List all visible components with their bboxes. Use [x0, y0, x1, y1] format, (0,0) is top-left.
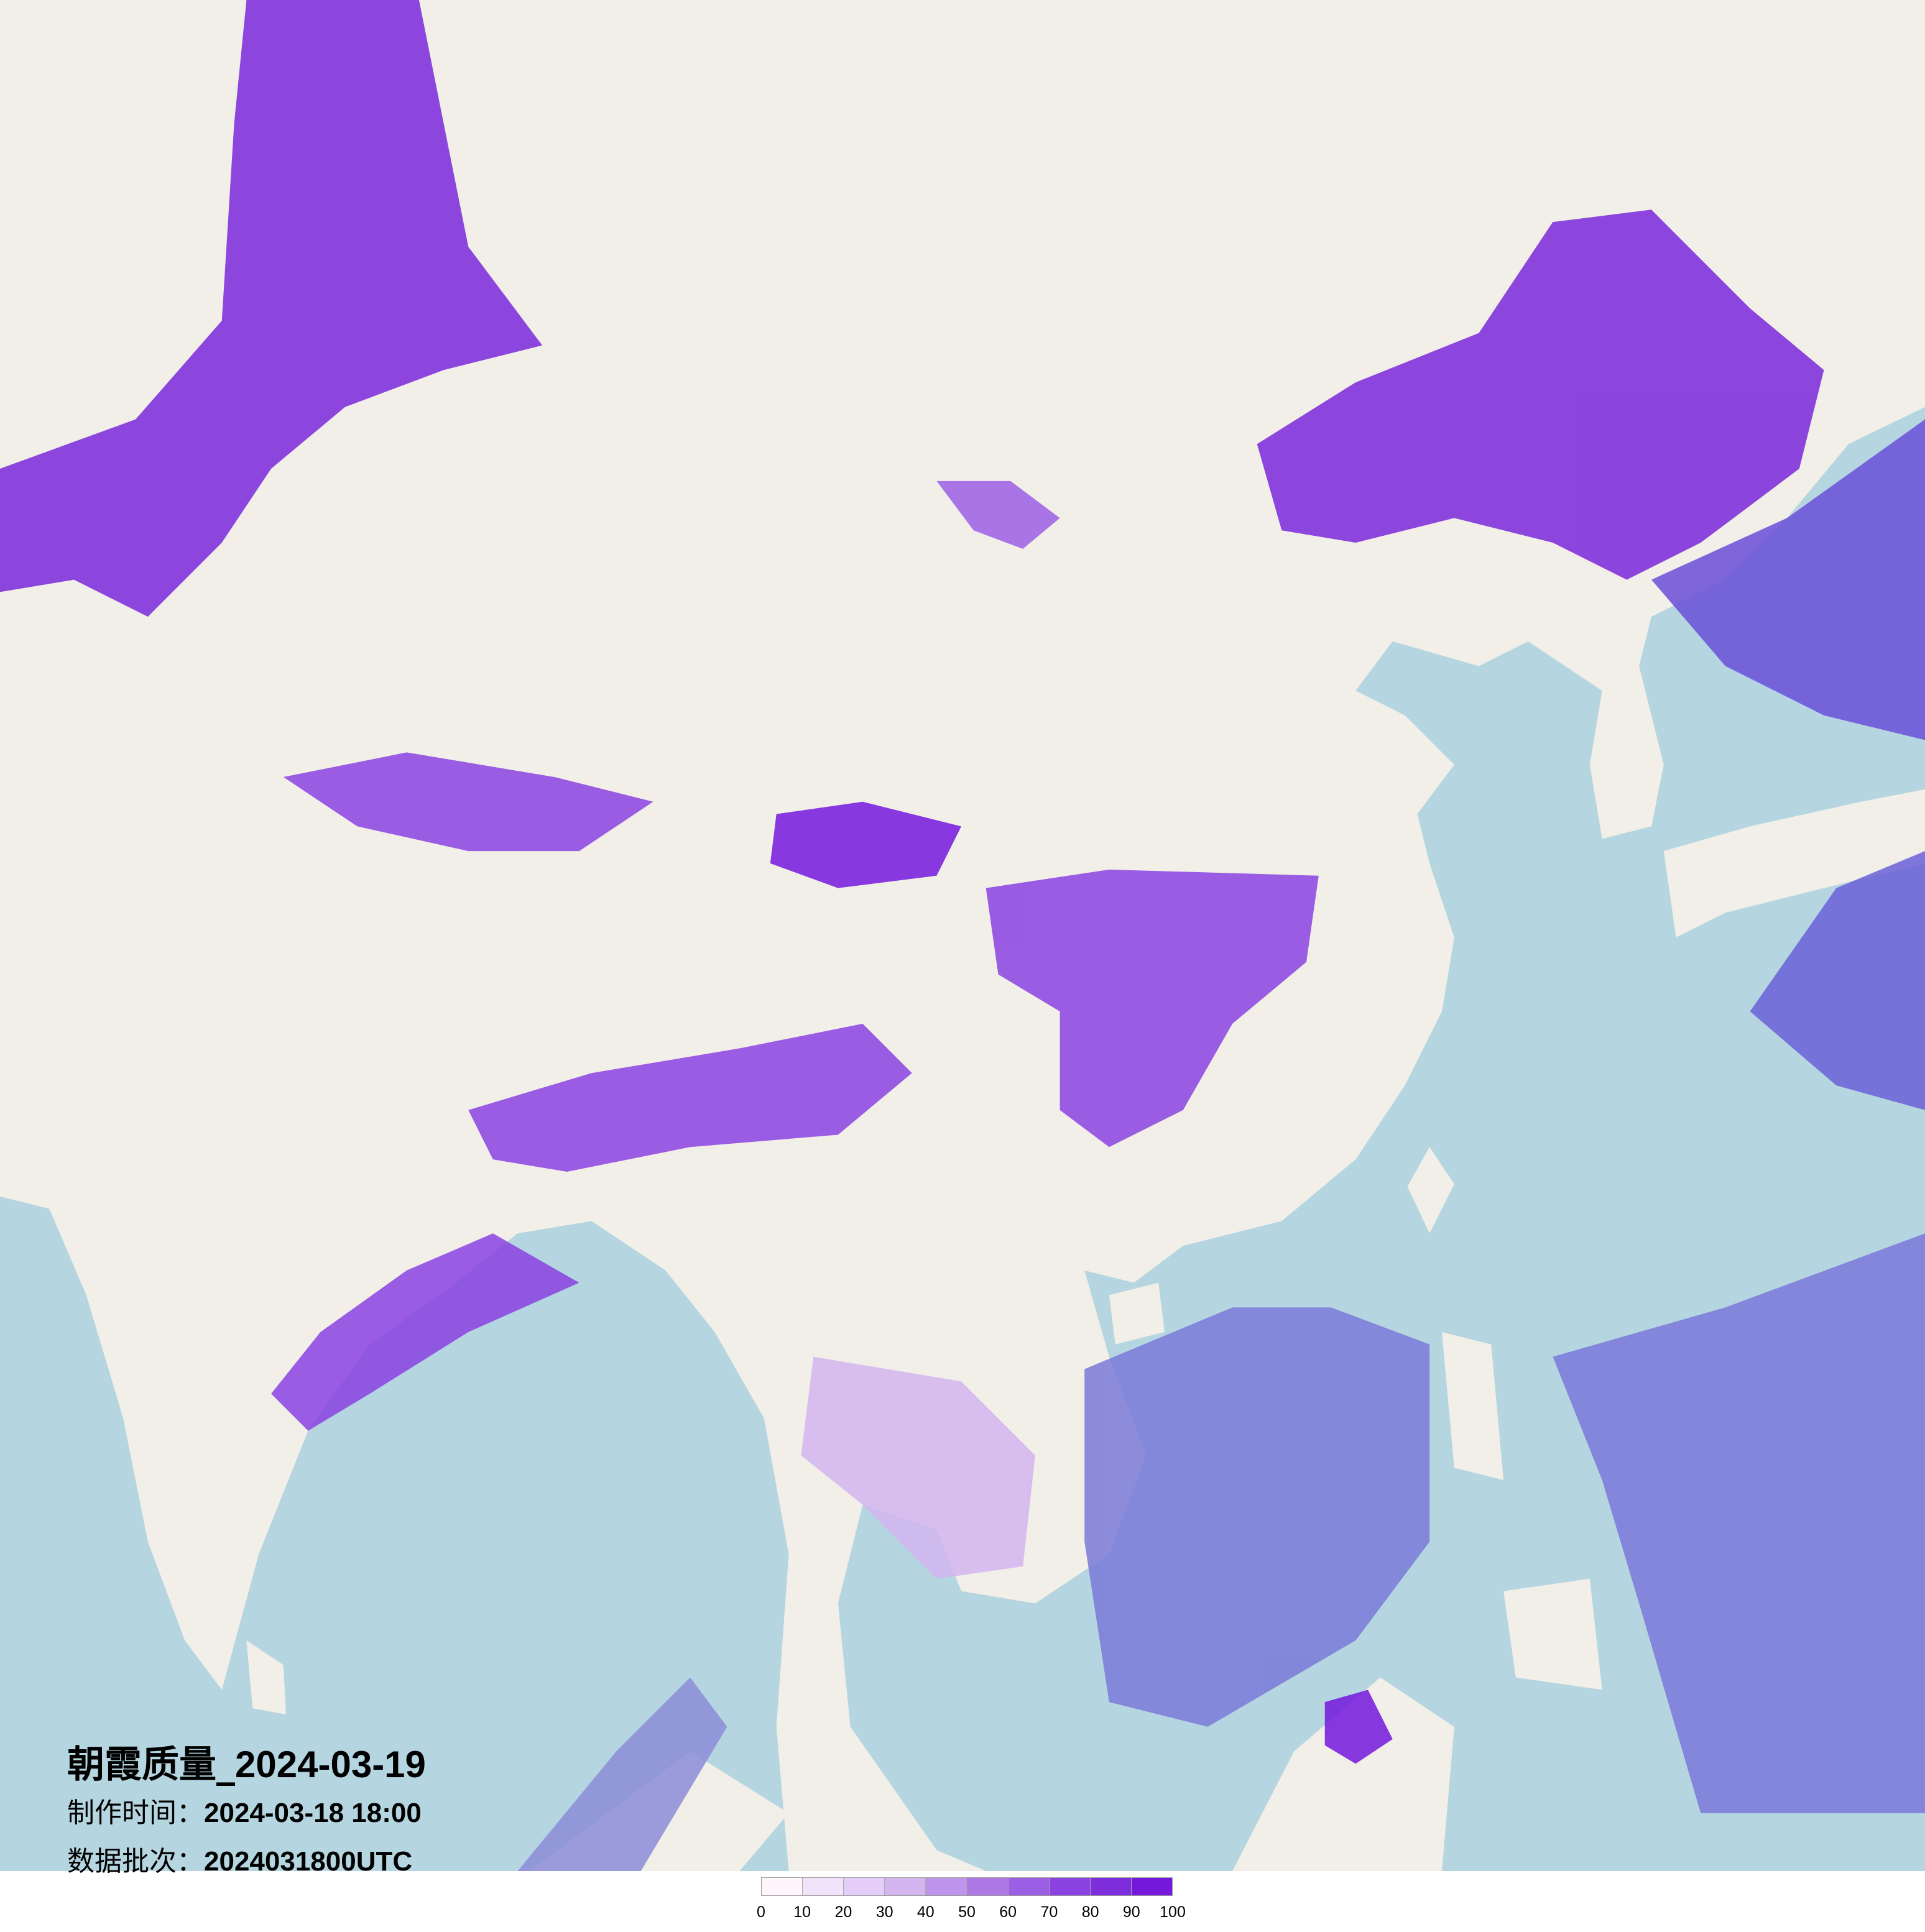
- land-hainan: [1109, 1282, 1165, 1345]
- legend-tick-label: 60: [999, 1903, 1017, 1921]
- land-taiwan: [1407, 1147, 1454, 1234]
- glow-region-indian-ocean: [517, 1677, 727, 1871]
- make-time: 制作时间：2024-03-18 18:00: [67, 1790, 422, 1830]
- data-batch-label: 数据批次：: [67, 1846, 204, 1877]
- data-batch-value: 2024031800UTC: [204, 1846, 413, 1877]
- land-mindanao: [1503, 1578, 1602, 1690]
- land-japan: [1663, 789, 1925, 937]
- legend-tick-label: 80: [1081, 1903, 1099, 1921]
- legend-swatch: [926, 1878, 967, 1895]
- legend-swatch: [967, 1878, 1009, 1895]
- land-borneo: [1232, 1677, 1454, 1871]
- legend-tick-label: 10: [793, 1903, 811, 1921]
- glow-region-south-china-sea: [1084, 1307, 1430, 1727]
- legend-tick-label: 40: [916, 1903, 935, 1921]
- land-sri-lanka: [246, 1640, 286, 1715]
- make-time-label: 制作时间：: [67, 1797, 204, 1829]
- legend-tick-label: 50: [958, 1903, 976, 1921]
- legend-swatch: [885, 1878, 926, 1895]
- color-legend: [761, 1877, 1173, 1896]
- title-label: 朝霞质量_: [67, 1743, 235, 1787]
- legend-swatch: [1049, 1878, 1091, 1895]
- legend-tick-label: 0: [757, 1903, 765, 1921]
- legend-swatch: [1090, 1878, 1132, 1895]
- glow-region-tibet: [283, 752, 653, 852]
- legend-tick-label: 20: [834, 1903, 852, 1921]
- legend-swatch: [1008, 1878, 1050, 1895]
- glow-region-qinghai: [770, 801, 962, 888]
- legend-swatch: [844, 1878, 885, 1895]
- legend-tick-label: 90: [1122, 1903, 1140, 1921]
- glow-region-pacific: [1750, 851, 1925, 1110]
- glow-region-india-east: [271, 1233, 579, 1431]
- glow-overlay: [0, 0, 1925, 1871]
- legend-tick-label: 70: [1040, 1903, 1058, 1921]
- glow-region-central-china: [986, 869, 1319, 1148]
- land-luzon: [1442, 1332, 1504, 1481]
- legend-swatch: [762, 1878, 803, 1895]
- glow-region-mongolia: [936, 481, 1060, 549]
- glow-region-northeast-china: [1257, 209, 1824, 580]
- glow-region-indochina: [801, 1356, 1035, 1579]
- legend-swatch: [1131, 1878, 1172, 1895]
- glow-region-himalaya: [468, 1023, 912, 1172]
- glow-region-borneo: [1324, 1690, 1393, 1764]
- legend-tick-label: 30: [875, 1903, 893, 1921]
- title-date: 2024-03-19: [235, 1744, 426, 1785]
- data-batch: 数据批次：2024031800UTC: [67, 1839, 412, 1879]
- glow-region-philippine-sea: [1553, 1233, 1925, 1813]
- legend-swatch: [803, 1878, 844, 1895]
- map-canvas[interactable]: [0, 0, 1925, 1871]
- map-title: 朝霞质量_2024-03-19: [67, 1734, 426, 1788]
- make-time-value: 2024-03-18 18:00: [204, 1798, 422, 1828]
- legend-tick-label: 100: [1160, 1903, 1186, 1921]
- glow-region-sea-japan: [1651, 419, 1925, 740]
- glow-region-kazakhstan: [0, 0, 543, 617]
